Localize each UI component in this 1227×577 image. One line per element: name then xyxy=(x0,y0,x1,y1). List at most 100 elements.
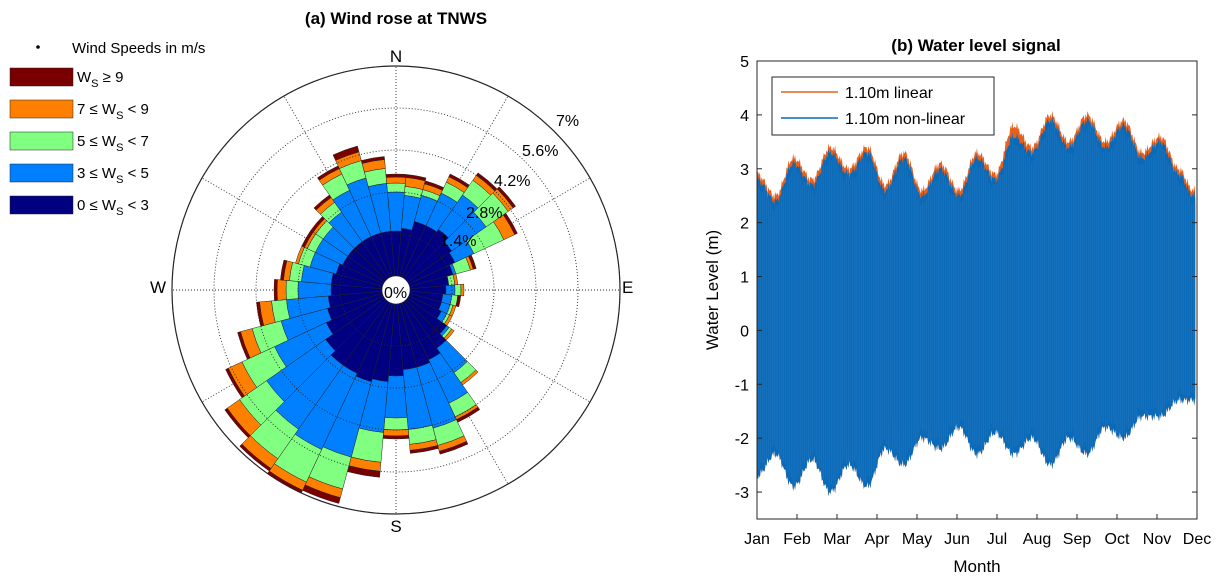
direction-label-n: N xyxy=(390,47,402,66)
legend-swatch-ws79 xyxy=(9,99,74,119)
legend-label-sub: S xyxy=(116,110,123,122)
radial-tick-label: 0% xyxy=(384,285,407,302)
rose-center-hole xyxy=(381,275,411,305)
legend-label-ws9: WS ≥ 9 xyxy=(77,69,123,90)
radial-tick-label: 5.6% xyxy=(522,143,558,160)
legend-label-rest: < 9 xyxy=(123,101,148,118)
radial-tick-label: 7% xyxy=(556,113,579,130)
legend-title: Wind Speeds in m/s xyxy=(72,40,205,57)
y-tick-label: 1 xyxy=(740,270,749,287)
rose-bar-ws9 xyxy=(455,295,462,308)
rose-spoke xyxy=(395,289,591,403)
rose-bar-ws9 xyxy=(361,156,385,164)
rose-bar-ws79 xyxy=(276,279,287,301)
rose-ring xyxy=(171,65,621,515)
waterlevel-legend-box xyxy=(771,76,995,136)
rose-bar-ws9 xyxy=(280,259,288,281)
legend-label-ws79: 7 ≤ WS < 9 xyxy=(77,101,149,122)
y-tick-label: -2 xyxy=(735,431,749,448)
radial-tick-label: 4.2% xyxy=(494,173,530,190)
waterlevel-plot-area xyxy=(757,110,1196,497)
legend-label-main: 0 ≤ W xyxy=(77,197,117,214)
legend-label-main: 3 ≤ W xyxy=(77,165,117,182)
x-tick-label: Apr xyxy=(865,531,891,548)
legend-label-linear: 1.10m linear xyxy=(845,85,934,102)
y-tick-label: -1 xyxy=(735,377,749,394)
y-tick-label: 5 xyxy=(740,54,749,71)
waterlevel-y-axis: -3 -2 -1 0 1 2 3 4 5 xyxy=(735,54,1197,502)
legend-swatch-ws57 xyxy=(9,131,74,151)
direction-label-e: E xyxy=(622,278,633,297)
legend-label-rest: < 3 xyxy=(123,197,148,214)
x-tick-label: Dec xyxy=(1183,531,1211,548)
rose-bar-ws9 xyxy=(225,367,245,399)
waterlevel-ylabel: Water Level (m) xyxy=(703,230,722,350)
legend-label-sub: S xyxy=(91,78,98,90)
rose-bar-ws9 xyxy=(267,470,303,494)
wind-rose-plot: 0% 1.4% 2.8% 4.2% 5.6% 7% xyxy=(171,65,621,515)
legend-label-sub: S xyxy=(116,206,123,218)
waterlevel-x-axis: Jan Feb Mar Apr May Jun Jul Aug Sep Oct Nov Dec xyxy=(744,514,1211,548)
legend-swatch-ws35 xyxy=(9,163,74,183)
legend-label-main: W xyxy=(77,69,92,86)
windrose-legend: Wind Speeds in m/s WS ≥ 97 ≤ WS < 95 ≤ W… xyxy=(9,40,205,218)
wind-rose-overlay: 0% 1.4% 2.8% 4.2% 5.6% 7% xyxy=(171,65,621,515)
rose-bar-ws79 xyxy=(460,283,465,297)
legend-label-ws57: 5 ≤ WS < 7 xyxy=(77,133,149,154)
legend-label-nonlinear: 1.10m non-linear xyxy=(845,111,966,128)
windrose-title: (a) Wind rose at TNWS xyxy=(305,9,487,28)
radial-tick-label: 1.4% xyxy=(440,233,476,250)
legend-swatch-ws9 xyxy=(9,67,74,87)
x-tick-label: Jan xyxy=(744,531,770,548)
legend-swatch-ws03 xyxy=(9,195,74,215)
rose-bar-ws9 xyxy=(405,174,427,182)
legend-label-ws03: 0 ≤ WS < 3 xyxy=(77,197,149,218)
legend-label-sub: S xyxy=(116,174,123,186)
rose-bar-ws9 xyxy=(385,173,407,178)
legend-label-rest: < 5 xyxy=(123,165,148,182)
waterlevel-xlabel: Month xyxy=(953,557,1000,576)
legend-title-marker xyxy=(36,45,40,49)
direction-label-s: S xyxy=(390,517,401,536)
x-tick-label: Jun xyxy=(944,531,970,548)
legend-label-rest: ≥ 9 xyxy=(99,69,124,86)
rose-ring xyxy=(213,107,579,473)
rose-bar-ws9 xyxy=(332,145,360,161)
y-tick-label: 4 xyxy=(740,108,749,125)
y-tick-label: 2 xyxy=(740,216,749,233)
rose-bar-ws9 xyxy=(496,186,516,209)
rose-bar-ws9 xyxy=(409,445,439,454)
y-tick-label: 0 xyxy=(740,323,749,340)
x-tick-label: Jul xyxy=(987,531,1007,548)
series-nonlinear-oscillation xyxy=(757,122,1196,488)
x-tick-label: Oct xyxy=(1105,531,1130,548)
rose-bar-ws57 xyxy=(285,280,299,300)
rose-bar-ws9 xyxy=(468,254,477,270)
x-tick-label: Mar xyxy=(823,531,851,548)
rose-bar-ws57 xyxy=(386,182,406,193)
rose-bar-ws9 xyxy=(502,212,518,235)
rose-ring xyxy=(297,191,495,389)
y-tick-label: 3 xyxy=(740,162,749,179)
wind-rose-bars xyxy=(224,145,518,504)
rose-bar-ws79 xyxy=(385,176,407,184)
rose-spoke xyxy=(201,177,397,291)
radial-tick-label: 2.8% xyxy=(466,205,502,222)
legend-label-ws35: 3 ≤ WS < 5 xyxy=(77,165,149,186)
direction-label-w: W xyxy=(150,278,166,297)
waterlevel-axes-box xyxy=(756,60,1198,520)
x-tick-label: Sep xyxy=(1063,531,1092,548)
rose-bar-ws9 xyxy=(224,407,251,439)
waterlevel-legend: 1.10m linear 1.10m non-linear xyxy=(771,76,995,136)
rose-bar-ws9 xyxy=(438,441,469,455)
x-tick-label: Feb xyxy=(783,531,811,548)
rose-bar-ws9 xyxy=(239,443,272,472)
legend-label-main: 7 ≤ W xyxy=(77,101,117,118)
rose-bar-ws9 xyxy=(273,279,278,301)
legend-label-sub: S xyxy=(116,142,123,154)
legend-label-main: 5 ≤ W xyxy=(77,133,117,150)
legend-label-rest: < 7 xyxy=(123,133,148,150)
rose-bar-ws57 xyxy=(383,417,409,431)
x-tick-label: Nov xyxy=(1143,531,1171,548)
